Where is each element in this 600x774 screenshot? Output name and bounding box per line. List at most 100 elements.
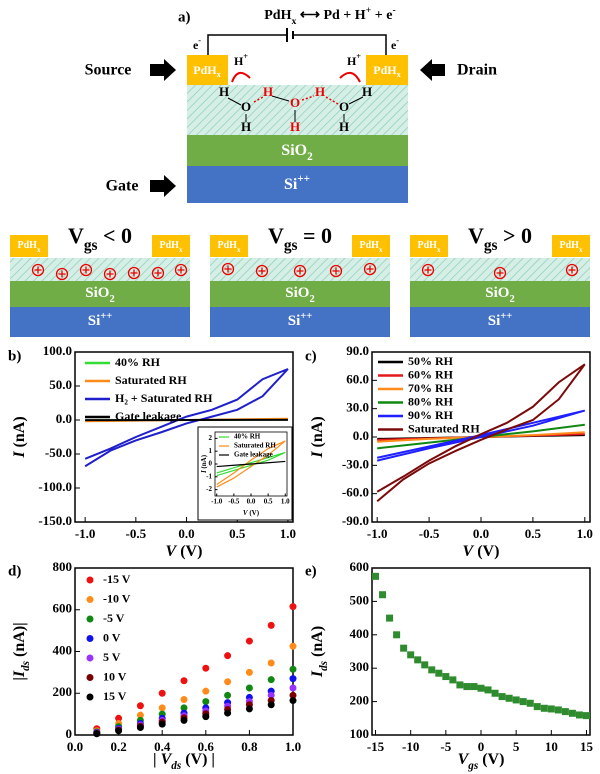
y-axis-label-part: ds	[318, 660, 330, 671]
x-tick-label: 0.4	[154, 739, 171, 754]
point	[202, 664, 210, 672]
point	[470, 683, 478, 691]
x-tick-label: 0.6	[198, 739, 215, 754]
electron: e-	[193, 36, 201, 51]
si-layer	[210, 307, 390, 337]
point	[267, 676, 275, 684]
x-axis-label-part: V	[458, 751, 470, 768]
x-axis-label: V (V)	[463, 543, 500, 560]
point	[526, 699, 534, 707]
point	[512, 696, 520, 704]
y-tick-label: 200	[350, 693, 370, 708]
proton-plus	[130, 269, 138, 277]
series-line	[216, 460, 286, 468]
legend-label: 0 V	[103, 630, 121, 644]
y-tick-label: 0	[209, 460, 213, 468]
pad	[352, 235, 390, 257]
si-layer	[10, 307, 190, 337]
layer-label-part: SiO	[285, 285, 309, 301]
layer-label: SiO2	[85, 285, 114, 304]
proton-icon	[293, 264, 307, 278]
proton-icon	[363, 262, 377, 276]
proton-icon	[493, 266, 507, 280]
point	[158, 704, 166, 712]
x-tick-label: 1.0	[280, 526, 296, 541]
proton-plus	[296, 267, 304, 275]
proton-plus	[496, 269, 504, 277]
x-axis-label-part: V	[161, 751, 173, 768]
proton-icon	[79, 263, 93, 277]
proton-part: H	[347, 54, 357, 68]
y-tick-label: -150.0	[38, 513, 72, 528]
proton-circle	[103, 267, 117, 281]
point	[289, 697, 297, 705]
x-tick-label: -10	[402, 739, 419, 754]
x-axis-label: V (V)	[166, 543, 203, 560]
x-tick-label: -5	[440, 739, 451, 754]
legend-marker	[86, 596, 94, 603]
x-tick-label: -0.5	[228, 498, 240, 506]
x-axis-label-part: V	[243, 509, 249, 517]
x-axis-label-part: (V)	[248, 509, 260, 517]
point	[547, 705, 555, 713]
y-tick-label: -90.0	[342, 513, 369, 528]
layer-label-part: SiO	[485, 285, 509, 301]
x-tick-label: -1.0	[211, 498, 223, 506]
pad-label-part: PdH	[560, 240, 580, 251]
point	[245, 668, 253, 676]
x-tick-label: 0.2	[110, 739, 126, 754]
point	[400, 644, 408, 652]
proton-part: +	[243, 52, 248, 61]
y-tick-label: 50.0	[49, 377, 72, 392]
proton-circle	[293, 264, 307, 278]
x-tick-label: 0.5	[264, 498, 273, 506]
point	[267, 701, 275, 709]
x-axis-label: V (V)	[243, 509, 260, 517]
atom: O	[290, 95, 300, 110]
y-tick-label: 0.0	[353, 428, 369, 443]
layer-label-part: Si	[288, 313, 301, 329]
point	[533, 703, 541, 711]
pad-label-part: PdH	[418, 240, 438, 251]
legend-label: -10 V	[103, 591, 131, 605]
series-line	[376, 363, 586, 502]
arrow	[150, 175, 176, 197]
pad-label: PdHx	[360, 240, 383, 253]
point	[289, 603, 297, 611]
proton-plus	[177, 266, 185, 274]
proton-circle	[31, 263, 45, 277]
reaction-part: + e	[371, 8, 392, 23]
point	[393, 631, 401, 639]
y-axis-label-part: I	[309, 670, 326, 678]
state-title-part: > 0	[498, 223, 533, 248]
pad-label-part: PdH	[160, 240, 180, 251]
point	[491, 689, 499, 697]
pad	[152, 235, 190, 257]
atom: H	[241, 119, 251, 134]
legend-label: -5 V	[103, 611, 125, 625]
y-tick-label: 600	[350, 559, 370, 574]
bonds	[227, 95, 364, 122]
y-axis-label-part: I	[200, 470, 208, 474]
legend-label: -15 V	[103, 572, 131, 586]
reaction-part: +	[366, 5, 372, 16]
x-tick-label: 1.0	[285, 739, 301, 754]
point	[428, 666, 436, 674]
electron-part: -	[198, 36, 201, 45]
x-axis-label-part: (V)	[176, 543, 202, 560]
layer-label-part: Si	[488, 313, 501, 329]
legend-label: Saturated RH	[234, 442, 276, 450]
y-tick-label: -60.0	[342, 485, 369, 500]
plot-frame	[74, 351, 294, 523]
legend-label: 40% RH	[234, 433, 261, 441]
proton-plus	[568, 266, 576, 274]
y-axis-label-part: (nA)	[200, 454, 208, 470]
point	[498, 693, 506, 701]
atom: H	[219, 84, 229, 99]
proton-icon	[127, 266, 141, 280]
y-tick-label: 0	[66, 726, 73, 741]
pad-label: PdHx	[218, 240, 241, 253]
panel-label: e)	[305, 563, 317, 579]
point	[158, 689, 166, 697]
x-tick-label: 10	[545, 739, 558, 754]
